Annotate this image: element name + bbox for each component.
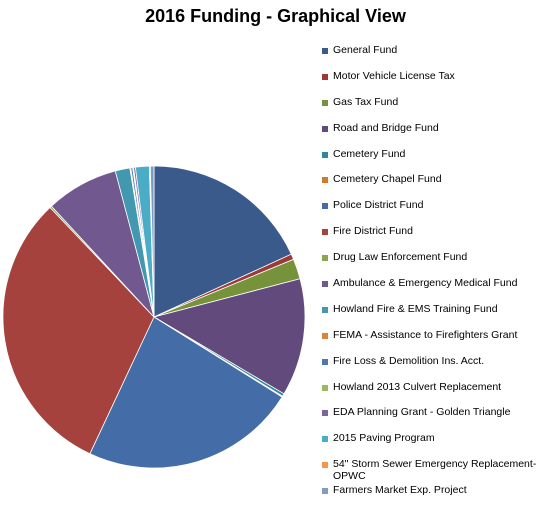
legend-swatch [322, 151, 328, 158]
legend-swatch [322, 462, 328, 469]
legend-label: Farmers Market Exp. Project [333, 484, 467, 497]
legend-swatch [322, 358, 328, 365]
legend-item: General Fund [322, 44, 551, 70]
legend-item: Police District Fund [322, 199, 551, 225]
legend-item: Cemetery Fund [322, 148, 551, 174]
chart-title: 2016 Funding - Graphical View [145, 6, 406, 26]
legend: General Fund Motor Vehicle License Tax Gas… [322, 44, 551, 510]
legend-item: Motor Vehicle License Tax [322, 70, 551, 96]
legend-label: Fire District Fund [333, 225, 413, 238]
legend-label: Police District Fund [333, 199, 424, 212]
legend-swatch [322, 332, 328, 339]
legend-swatch [322, 177, 328, 184]
legend-item: 54" Storm Sewer Emergency Replacement-OP… [322, 458, 551, 484]
legend-item: Ambulance & Emergency Medical Fund [322, 277, 551, 303]
legend-item: Farmers Market Exp. Project [322, 484, 551, 510]
pie-slice-6 [89, 316, 283, 469]
legend-swatch [322, 488, 328, 495]
legend-label: Gas Tax Fund [333, 95, 399, 108]
legend-label: Cemetery Fund [333, 147, 406, 160]
legend-label: Motor Vehicle License Tax [333, 69, 455, 82]
legend-swatch [322, 306, 328, 313]
legend-label: 2015 Paving Program [333, 432, 435, 445]
legend-swatch [322, 203, 328, 210]
legend-label: Cemetery Chapel Fund [333, 173, 442, 186]
pie-slice-17 [149, 165, 155, 318]
legend-swatch [322, 73, 328, 80]
legend-item: EDA Planning Grant - Golden Triangle [322, 406, 551, 432]
legend-item: Fire District Fund [322, 225, 551, 251]
legend-item: 2015 Paving Program [322, 432, 551, 458]
legend-label: Howland 2013 Culvert Replacement [333, 380, 502, 393]
legend-swatch [322, 281, 328, 288]
legend-item: Cemetery Chapel Fund [322, 173, 551, 199]
legend-swatch [322, 48, 328, 54]
legend-item: Road and Bridge Fund [322, 122, 551, 148]
legend-swatch [322, 229, 328, 236]
legend-swatch [322, 436, 328, 443]
legend-swatch [322, 410, 328, 417]
pie-slice-7 [2, 206, 155, 455]
legend-swatch [322, 99, 328, 106]
legend-label: General Fund [333, 44, 398, 56]
legend-label: Howland Fire & EMS Training Fund [333, 302, 498, 315]
legend-item: Fire Loss & Demolition Ins. Acct. [322, 355, 551, 381]
pie-slice-0 [153, 165, 292, 318]
legend-label: Ambulance & Emergency Medical Fund [333, 277, 518, 290]
legend-label: EDA Planning Grant - Golden Triangle [333, 406, 511, 419]
legend-item: FEMA - Assistance to Firefighters Grant [322, 329, 551, 355]
legend-swatch [322, 384, 328, 391]
legend-item: Howland Fire & EMS Training Fund [322, 303, 551, 329]
legend-label: Road and Bridge Fund [333, 121, 439, 134]
legend-item: Gas Tax Fund [322, 96, 551, 122]
pie-chart [2, 165, 306, 469]
legend-label: 54" Storm Sewer Emergency Replacement-OP… [333, 458, 537, 483]
legend-label: Drug Law Enforcement Fund [333, 251, 468, 264]
legend-swatch [322, 125, 328, 132]
legend-label: Fire Loss & Demolition Ins. Acct. [333, 354, 485, 367]
legend-swatch [322, 255, 328, 262]
legend-item: Howland 2013 Culvert Replacement [322, 381, 551, 407]
pie-slice-3 [152, 278, 306, 395]
legend-label: FEMA - Assistance to Firefighters Grant [333, 328, 518, 341]
legend-item: Drug Law Enforcement Fund [322, 251, 551, 277]
